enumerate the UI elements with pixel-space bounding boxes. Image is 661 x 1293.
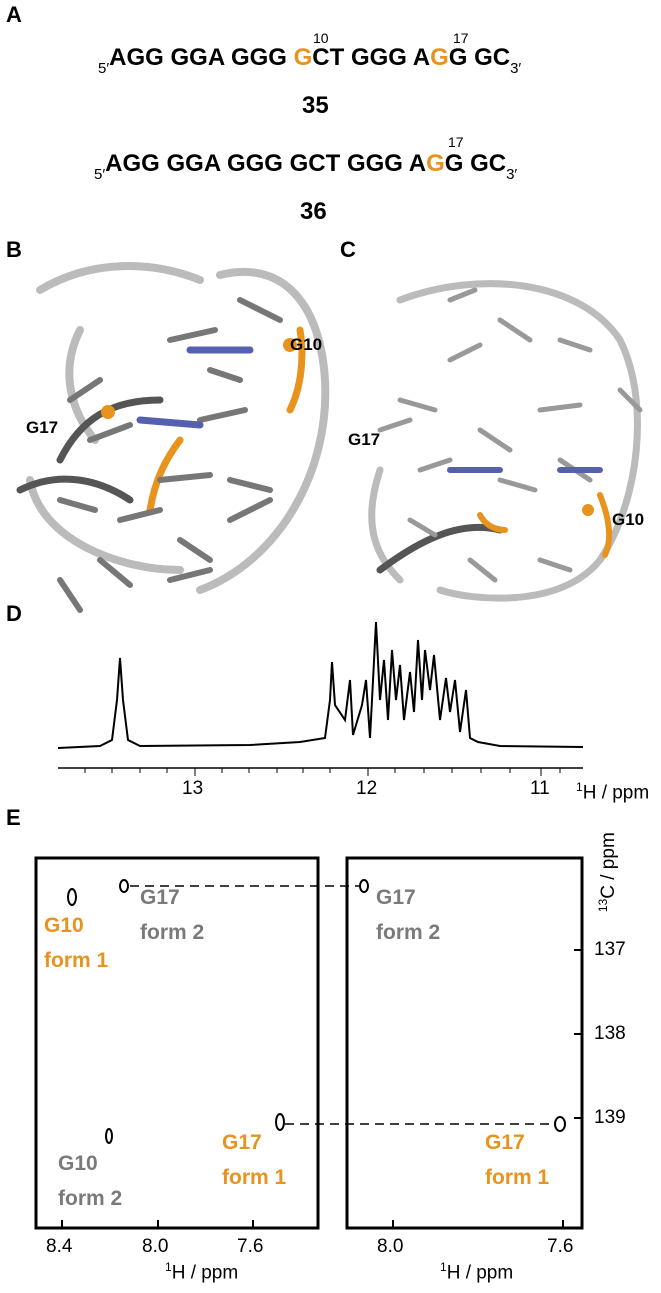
prime: 5′ <box>94 166 106 183</box>
seq-highlight: G <box>430 44 449 71</box>
x-axis-label: 1H / ppm <box>576 780 649 804</box>
axis-ticks <box>61 949 582 1228</box>
peak-name: G17 <box>140 886 180 909</box>
peak-name: G17 <box>485 1131 525 1154</box>
seq-part: G GC <box>448 44 511 71</box>
prime: 3′ <box>506 166 518 183</box>
connector <box>130 885 555 1125</box>
x-axis-label: 1H / ppm <box>440 1260 513 1284</box>
atom <box>101 405 115 419</box>
prime: 5′ <box>98 60 110 77</box>
residue-label: G17 <box>26 418 59 437</box>
peak-form: form 2 <box>376 921 441 944</box>
x-tick-label: 7.6 <box>547 1236 574 1257</box>
plot-frame <box>34 856 320 1230</box>
y-axis-label: 13C / ppm <box>596 832 620 912</box>
axis-ticks <box>84 768 561 776</box>
peak-name: G17 <box>376 886 416 909</box>
crosspeaks <box>67 879 566 1144</box>
compound-number: 35 <box>302 92 329 119</box>
x-tick-label: 13 <box>182 778 204 799</box>
y-tick-label: 138 <box>594 1023 626 1044</box>
x-tick-label: 11 <box>530 778 550 799</box>
position-mark: 17 <box>448 134 464 150</box>
peak-form: form 1 <box>222 1166 287 1189</box>
compound-number: 36 <box>300 198 327 225</box>
residue-label: G17 <box>348 430 381 449</box>
bases <box>57 297 283 613</box>
peak-label: G17 form 2 <box>376 880 440 950</box>
backbone-highlight <box>477 492 613 558</box>
x-tick-label: 8.0 <box>377 1236 404 1257</box>
residue-label: G10 <box>290 335 323 354</box>
plot-frame <box>345 856 584 1230</box>
sup: 1 <box>440 1260 447 1274</box>
residue-label: G10 <box>612 510 645 529</box>
unit: C / ppm <box>598 832 620 899</box>
peak-label: G10 form 2 <box>58 1146 122 1216</box>
peak-label: G17 form 1 <box>222 1125 286 1195</box>
atom <box>283 338 297 352</box>
backbone-highlight <box>146 326 306 514</box>
sequence: 5′AGG GGA GGG GCT GGG AGG GC3′ <box>94 150 517 183</box>
sequence: 5′AGG GGA GGG GCT GGG AGG GC3′ <box>98 44 521 77</box>
backbone <box>368 280 641 602</box>
peak-label: G10 form 1 <box>44 908 108 978</box>
seq-part: CT GGG A <box>312 44 431 71</box>
seq-highlight: G <box>426 150 445 177</box>
seq-part: AGG GGA GGG <box>109 44 294 71</box>
peak-name: G10 <box>44 914 84 937</box>
unit: H / ppm <box>446 1262 514 1284</box>
x-tick-label: 12 <box>356 778 378 799</box>
prime: 3′ <box>510 60 522 77</box>
molecule-c <box>368 280 643 602</box>
peak-form: form 2 <box>58 1187 123 1210</box>
seq-highlight: G <box>293 44 313 71</box>
sup: 1 <box>576 780 583 794</box>
peak-name: G10 <box>58 1152 98 1175</box>
bases <box>377 287 643 583</box>
x-tick-label: 8.4 <box>46 1236 73 1257</box>
position-mark: 17 <box>453 30 469 46</box>
unit: H / ppm <box>171 1262 239 1284</box>
peak-label: G17 form 1 <box>485 1125 549 1195</box>
peak-form: form 2 <box>140 921 205 944</box>
y-tick-label: 137 <box>594 939 626 960</box>
seq-part: G GC <box>444 150 507 177</box>
panel-label: C <box>340 237 356 262</box>
y-tick-label: 139 <box>594 1107 626 1128</box>
atom <box>582 504 594 516</box>
peak-name: G17 <box>222 1131 262 1154</box>
backbone <box>26 262 330 594</box>
x-tick-label: 8.0 <box>142 1236 169 1257</box>
peak-form: form 1 <box>485 1166 550 1189</box>
sup: 1 <box>165 1260 172 1274</box>
panel-label: D <box>6 601 22 626</box>
panel-label: E <box>6 805 21 830</box>
backbone <box>16 396 164 504</box>
x-tick-label: 7.6 <box>237 1236 264 1257</box>
panel-label: B <box>6 237 22 262</box>
sup: 13 <box>595 898 610 913</box>
unit: H / ppm <box>582 782 650 804</box>
backbone <box>376 523 504 574</box>
panel-label: A <box>6 2 22 27</box>
spectrum <box>57 621 584 749</box>
seq-part: AGG GGA GGG GCT GGG A <box>105 150 427 177</box>
x-axis-label: 1H / ppm <box>165 1260 238 1284</box>
base-pair <box>136 346 254 429</box>
peak-form: form 1 <box>44 949 109 972</box>
peak-label: G17 form 2 <box>140 880 204 950</box>
position-mark: 10 <box>313 30 329 46</box>
molecule-b <box>16 262 330 613</box>
